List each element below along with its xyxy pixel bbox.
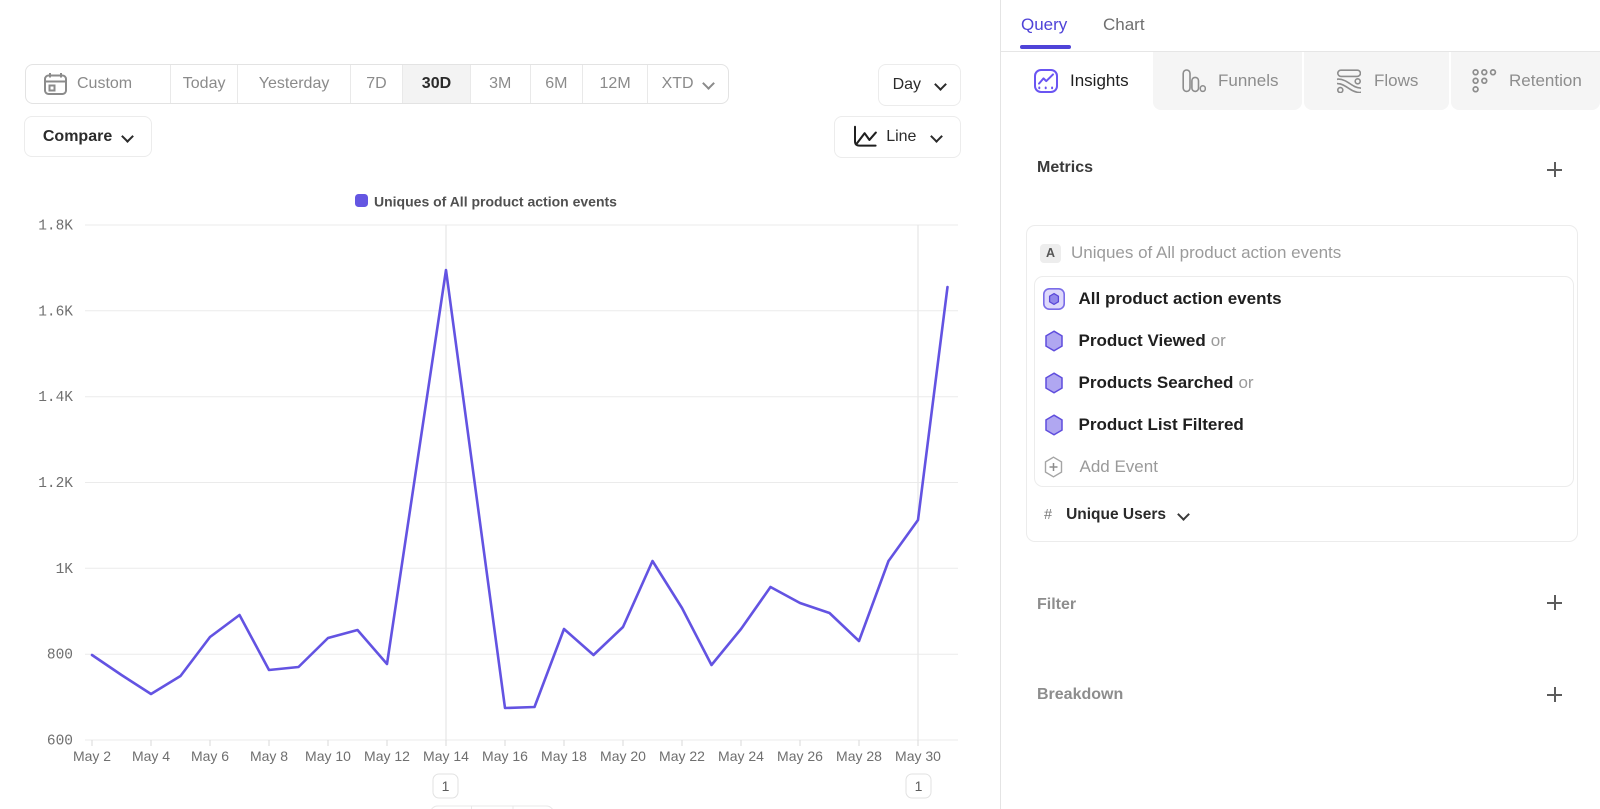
svg-text:May 16: May 16	[482, 748, 528, 764]
svg-text:1K: 1K	[56, 562, 74, 578]
svg-text:May 12: May 12	[364, 748, 410, 764]
svg-text:May 28: May 28	[836, 748, 882, 764]
svg-text:1.6K: 1.6K	[38, 304, 73, 320]
svg-text:May 6: May 6	[191, 748, 229, 764]
svg-text:May 10: May 10	[305, 748, 351, 764]
svg-text:May 8: May 8	[250, 748, 288, 764]
svg-text:May 26: May 26	[777, 748, 823, 764]
svg-text:800: 800	[47, 648, 73, 664]
svg-text:May 18: May 18	[541, 748, 587, 764]
svg-text:Uniques of All product action: Uniques of All product action events	[374, 194, 617, 210]
svg-text:1: 1	[442, 778, 450, 794]
svg-text:May 30: May 30	[895, 748, 941, 764]
svg-text:1.4K: 1.4K	[38, 390, 73, 406]
svg-text:May 2: May 2	[73, 748, 111, 764]
svg-text:May 14: May 14	[423, 748, 469, 764]
svg-text:May 24: May 24	[718, 748, 764, 764]
svg-text:May 4: May 4	[132, 748, 170, 764]
svg-text:1.2K: 1.2K	[38, 476, 73, 492]
svg-text:1.8K: 1.8K	[38, 219, 73, 235]
svg-text:May 22: May 22	[659, 748, 705, 764]
svg-text:May 20: May 20	[600, 748, 646, 764]
svg-text:600: 600	[47, 734, 73, 750]
svg-text:1: 1	[915, 778, 923, 794]
